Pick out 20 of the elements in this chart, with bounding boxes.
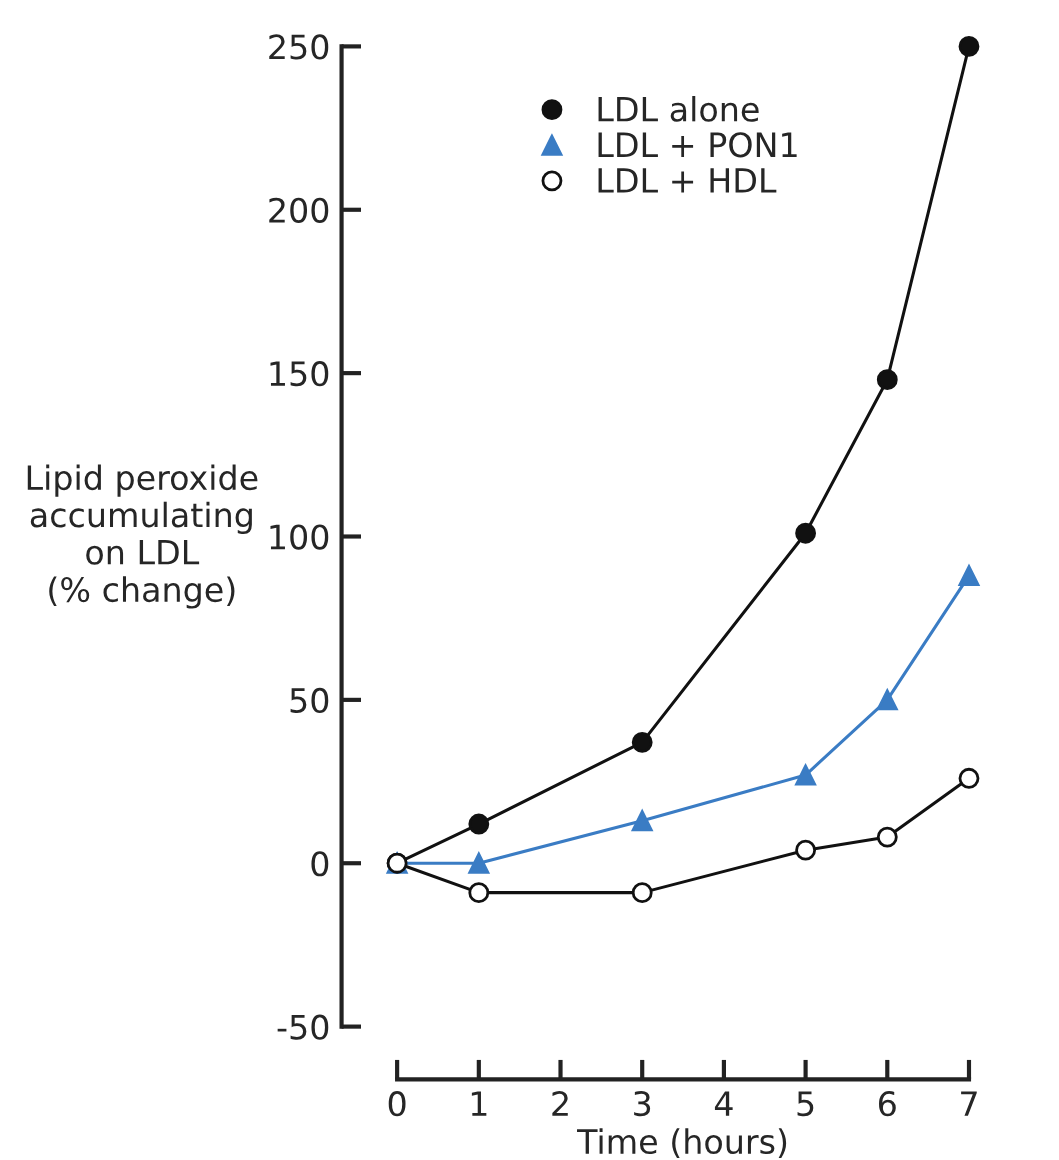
- x-tick-label: 6: [879, 1091, 896, 1117]
- y-tick-label: 150: [270, 361, 329, 387]
- legend-label: LDL alone: [598, 96, 759, 122]
- legend-label: LDL + HDL: [598, 168, 777, 193]
- y-tick-label: 100: [270, 524, 329, 550]
- x-tick-label: 3: [634, 1091, 651, 1117]
- y-tick-label: 250: [269, 34, 329, 60]
- legend-label: LDL + PON1: [598, 132, 797, 158]
- x-tick-label: 0: [388, 1091, 406, 1117]
- y-tick-label: 0: [311, 851, 329, 877]
- y-tick-label: -50: [277, 1014, 329, 1040]
- y-tick-label: 50: [290, 687, 329, 713]
- y-tick-label: 200: [269, 197, 329, 223]
- x-tick-label: 2: [552, 1091, 568, 1116]
- y-axis-title: Lipid peroxide accumulating on LDL (% change): [27, 464, 258, 609]
- x-tick-label: 1: [471, 1091, 487, 1116]
- x-axis-title: Time (hours): [577, 1128, 787, 1159]
- x-tick-label: 7: [961, 1091, 977, 1116]
- x-tick-label: 4: [714, 1091, 733, 1116]
- x-tick-label: 5: [797, 1091, 814, 1117]
